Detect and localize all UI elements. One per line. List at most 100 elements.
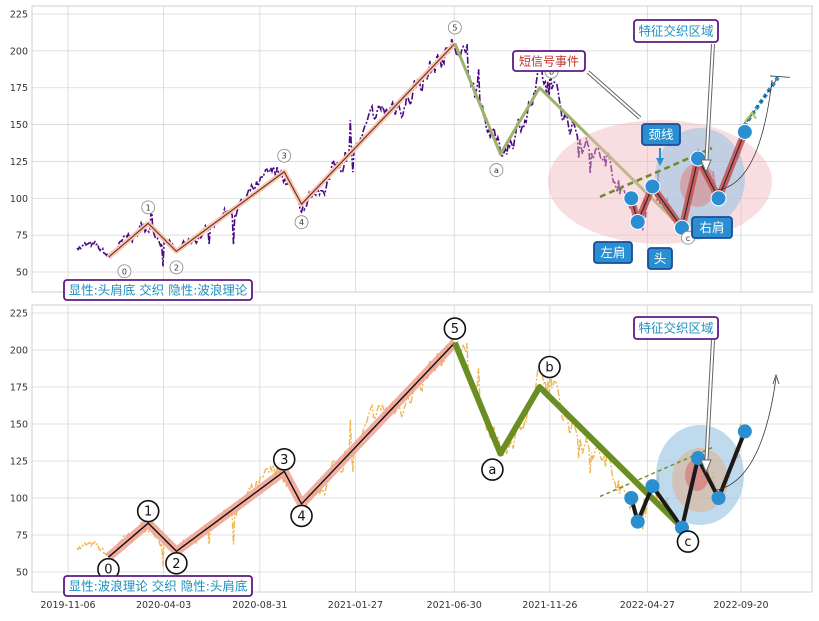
wave-label: c [686, 234, 690, 243]
target-mark [769, 75, 791, 78]
wave-label-circle [290, 504, 313, 528]
y-tick-label: 225 [10, 10, 28, 21]
bottom-panel: 50 75 100 125 150 175 200 225 0 1 2 3 4 5 a b c 显性:波浪理论 交… [10, 304, 813, 597]
x-tick-label: 2019-11-06 [40, 600, 95, 611]
wave-label: 1 [144, 505, 152, 520]
y-tick-label: 150 [10, 420, 28, 431]
y-tick-label: 175 [10, 383, 28, 394]
wave-label-circle [443, 317, 467, 340]
short-signal-arrow-inner [587, 71, 641, 119]
x-tick-label: 2021-06-30 [427, 600, 482, 611]
hs-point-marker [645, 479, 660, 494]
feature-zone-label: 特征交织区域 [638, 24, 713, 39]
wave-label: a [494, 166, 499, 175]
x-axis: 2019-11-06 2020-04-03 2020-08-31 2021-01-27… [40, 600, 768, 611]
wave-label: b [549, 68, 554, 77]
impulse-wave-line [108, 43, 456, 258]
correction-wave-line [452, 341, 685, 530]
wave-label-circle [117, 264, 132, 279]
y-tick-label: 225 [10, 309, 28, 320]
left-shoulder-label: 左肩 [600, 245, 625, 260]
head-label-box [647, 247, 673, 270]
feature-zone-label: 特征交织区域 [638, 321, 713, 336]
y-tick-label: 175 [10, 83, 28, 94]
feature-zone-label-box [633, 19, 719, 43]
y-tick-label: 125 [10, 157, 28, 168]
right-shoulder-label-box [691, 216, 733, 239]
hs-point-marker [623, 190, 640, 207]
wave-label-circle [489, 163, 504, 177]
wave-label: 5 [451, 322, 459, 337]
curve-arrow [716, 377, 777, 491]
wave-label-circle [165, 551, 188, 575]
pattern-label-box [63, 279, 253, 301]
x-tick-label: 2020-08-31 [232, 600, 287, 611]
pattern-label: 显性:头肩底 交织 隐性:波浪理论 [69, 283, 248, 298]
curve-arrow [716, 79, 773, 191]
wave-label: 0 [104, 563, 112, 578]
x-tick-label: 2022-04-27 [620, 600, 675, 611]
feature-zone-arrow-inner [705, 43, 714, 169]
wave-label: 4 [297, 509, 305, 524]
head-label: 头 [654, 251, 667, 266]
y-tick-label: 75 [16, 531, 28, 542]
x-tick-label: 2021-11-26 [522, 600, 577, 611]
wave-label: 3 [282, 152, 287, 161]
wave-label-circle [676, 530, 700, 553]
wave-label: 5 [452, 23, 457, 32]
hs-point-marker [624, 491, 639, 505]
hs-point-marker [644, 178, 661, 195]
wave-label-circle [538, 355, 561, 379]
wave-label: 1 [146, 203, 151, 212]
correction-wave-line [453, 42, 684, 229]
neckline-pointer-head [656, 158, 664, 166]
neckline-label-box [641, 123, 681, 146]
y-tick-label: 50 [16, 268, 28, 279]
hs-point-marker [629, 213, 646, 230]
y-tick-label: 200 [10, 346, 28, 357]
hs-point-marker [630, 514, 645, 529]
wave-label-circle [141, 200, 156, 215]
pattern-label: 显性:波浪理论 交织 隐性:头肩底 [69, 579, 248, 594]
left-shoulder-label-box [593, 241, 633, 264]
hs-point-marker [711, 491, 726, 505]
x-tick-label: 2020-04-03 [136, 600, 191, 611]
wave-label: 2 [172, 557, 180, 572]
feature-zone-arrowhead [700, 459, 712, 474]
y-tick-label: 125 [10, 457, 28, 468]
hs-point-marker [710, 190, 727, 207]
y-tick-label: 75 [16, 231, 28, 242]
breakout-center [739, 77, 779, 133]
hs-point-marker [737, 424, 752, 439]
wave-label-circle [481, 458, 504, 481]
wave-label: 4 [299, 218, 304, 227]
impulse-wave-line [107, 342, 456, 558]
hs-point-marker [736, 123, 753, 140]
wave-label: b [545, 361, 553, 376]
wave-label-circle [169, 260, 184, 275]
top-panel: 50 75 100 125 150 175 200 225 0 1 2 3 4 5 a b c 显性:头肩底 交织… [10, 5, 813, 301]
short-signal-label: 短信号事件 [519, 54, 579, 68]
curve-arrowhead [772, 373, 780, 385]
feature-zone-label-box [633, 316, 719, 340]
wave-label: 0 [122, 267, 127, 276]
y-tick-label: 100 [10, 494, 28, 505]
wave-label: c [684, 535, 691, 550]
wave-label: a [488, 463, 496, 478]
feature-zone-arrow-inner [705, 339, 714, 469]
feature-zone-arrowhead [700, 159, 712, 174]
pattern-label-box [63, 575, 253, 597]
wave-label-circle [272, 448, 296, 471]
right-shoulder-label: 右肩 [699, 220, 724, 235]
breakout-tick [744, 111, 757, 123]
x-tick-label: 2021-01-27 [328, 600, 383, 611]
wave-label: 2 [174, 263, 179, 272]
y-tick-label: 150 [10, 120, 28, 131]
y-tick-label: 200 [10, 46, 28, 57]
x-tick-label: 2022-09-20 [713, 600, 768, 611]
wave-label-circle [277, 148, 292, 163]
y-tick-label: 50 [16, 568, 28, 579]
neckline-label: 颈线 [648, 127, 674, 142]
